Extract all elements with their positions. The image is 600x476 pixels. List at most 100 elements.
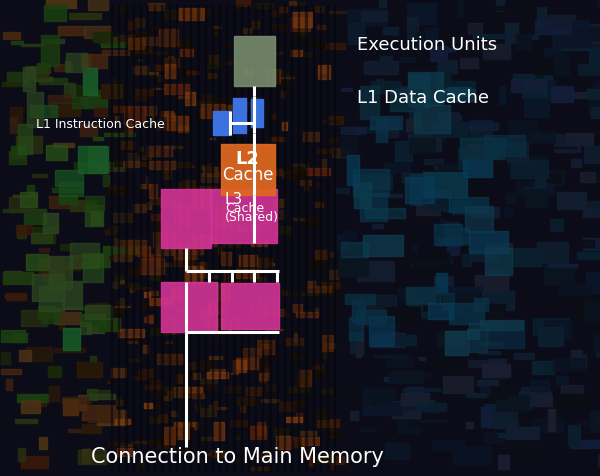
- Bar: [521, 387, 544, 402]
- Bar: [237, 397, 256, 406]
- Bar: [434, 224, 462, 245]
- Bar: [400, 57, 415, 62]
- Bar: [277, 5, 278, 471]
- Bar: [331, 460, 334, 469]
- Bar: [554, 394, 590, 407]
- Bar: [458, 148, 467, 168]
- Bar: [295, 383, 304, 389]
- Bar: [583, 238, 600, 249]
- Bar: [271, 11, 278, 16]
- Bar: [133, 377, 148, 379]
- Bar: [330, 419, 339, 427]
- Bar: [241, 406, 245, 412]
- Bar: [5, 294, 25, 297]
- Bar: [437, 330, 448, 351]
- Bar: [539, 339, 561, 345]
- Bar: [263, 171, 277, 175]
- Bar: [472, 323, 504, 335]
- Bar: [573, 201, 600, 208]
- Bar: [498, 433, 509, 437]
- Bar: [388, 240, 412, 259]
- Bar: [176, 374, 183, 383]
- Bar: [127, 21, 136, 30]
- Bar: [235, 437, 240, 439]
- Bar: [488, 321, 524, 348]
- Bar: [360, 429, 376, 431]
- Bar: [384, 377, 407, 381]
- Bar: [161, 5, 163, 471]
- Bar: [320, 389, 332, 393]
- Bar: [454, 95, 458, 103]
- Bar: [217, 218, 230, 225]
- Bar: [331, 429, 335, 436]
- Bar: [164, 10, 179, 19]
- Bar: [100, 318, 121, 331]
- Bar: [547, 15, 575, 20]
- Bar: [554, 138, 580, 152]
- Bar: [356, 310, 386, 324]
- Bar: [251, 97, 257, 106]
- Bar: [406, 244, 416, 257]
- Bar: [195, 403, 200, 410]
- Bar: [317, 25, 325, 29]
- Bar: [192, 10, 209, 14]
- Bar: [299, 2, 305, 5]
- Bar: [481, 407, 491, 427]
- Bar: [127, 341, 137, 343]
- Bar: [46, 145, 67, 160]
- Bar: [184, 387, 202, 392]
- Bar: [598, 87, 600, 106]
- Bar: [335, 188, 349, 193]
- Text: L1 Instruction Cache: L1 Instruction Cache: [36, 118, 165, 131]
- Bar: [115, 306, 130, 307]
- Bar: [234, 36, 275, 86]
- Bar: [512, 248, 542, 267]
- Bar: [296, 312, 318, 317]
- Bar: [259, 373, 269, 380]
- Bar: [353, 174, 392, 189]
- Bar: [124, 161, 140, 167]
- Bar: [154, 51, 167, 54]
- Bar: [149, 152, 155, 154]
- Bar: [210, 368, 225, 371]
- Bar: [209, 55, 220, 64]
- Bar: [218, 327, 228, 331]
- Bar: [17, 225, 26, 238]
- Bar: [179, 325, 186, 329]
- Bar: [257, 339, 274, 354]
- Bar: [341, 127, 365, 134]
- Bar: [281, 90, 286, 97]
- Bar: [60, 244, 73, 250]
- Bar: [307, 281, 315, 287]
- Bar: [149, 298, 172, 305]
- Bar: [281, 122, 287, 130]
- Bar: [169, 5, 170, 471]
- Bar: [470, 120, 493, 139]
- Bar: [135, 89, 153, 95]
- Bar: [417, 404, 446, 411]
- Bar: [145, 106, 155, 115]
- Bar: [13, 195, 37, 197]
- Bar: [223, 188, 232, 189]
- Bar: [80, 96, 88, 105]
- Bar: [305, 5, 307, 471]
- Bar: [307, 287, 331, 292]
- Bar: [329, 11, 348, 13]
- Bar: [32, 274, 64, 301]
- Bar: [31, 106, 57, 117]
- Bar: [70, 255, 98, 268]
- Bar: [266, 385, 275, 389]
- Bar: [132, 441, 148, 443]
- Bar: [542, 170, 564, 185]
- Bar: [26, 66, 49, 78]
- Bar: [62, 397, 91, 403]
- Bar: [161, 282, 217, 332]
- Bar: [202, 173, 220, 182]
- Bar: [380, 56, 392, 60]
- Bar: [194, 422, 198, 429]
- Bar: [317, 454, 335, 463]
- Bar: [448, 87, 470, 96]
- Bar: [20, 191, 37, 207]
- Bar: [268, 207, 278, 208]
- Bar: [482, 291, 514, 310]
